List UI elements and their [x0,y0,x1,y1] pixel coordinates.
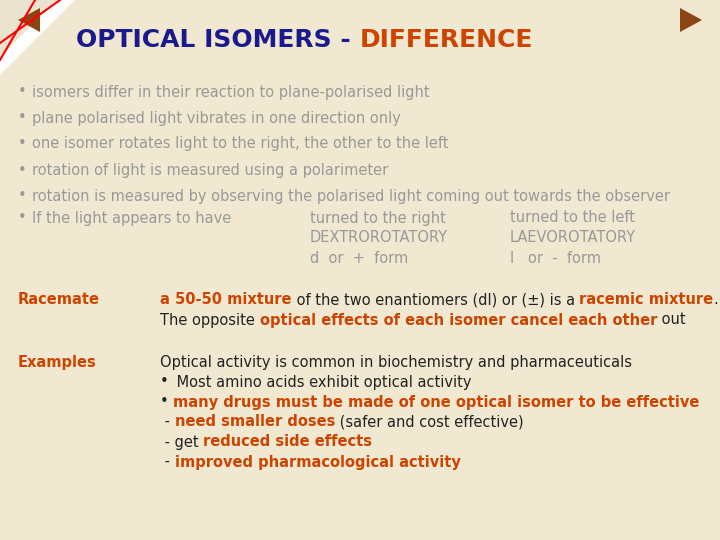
Text: d  or  +  form: d or + form [310,251,408,266]
Text: •: • [18,163,27,178]
Text: DEXTROROTATORY: DEXTROROTATORY [310,231,448,246]
Text: DIFFERENCE: DIFFERENCE [360,28,534,52]
Text: Optical activity is common in biochemistry and pharmaceuticals: Optical activity is common in biochemist… [160,354,632,369]
Text: of the two enantiomers (dl) or (±) is a: of the two enantiomers (dl) or (±) is a [292,293,580,307]
Text: - get: - get [160,435,203,449]
Polygon shape [18,8,40,32]
Text: need smaller doses: need smaller doses [175,415,335,429]
Text: .: . [714,293,718,307]
Text: plane polarised light vibrates in one direction only: plane polarised light vibrates in one di… [32,111,401,125]
Text: •: • [18,188,27,204]
Text: racemic mixture: racemic mixture [580,293,714,307]
Text: many drugs must be made of one optical isomer to be effective: many drugs must be made of one optical i… [174,395,700,409]
Text: isomers differ in their reaction to plane-polarised light: isomers differ in their reaction to plan… [32,84,430,99]
Text: rotation of light is measured using a polarimeter: rotation of light is measured using a po… [32,163,388,178]
Text: •: • [18,84,27,99]
Text: Racemate: Racemate [18,293,100,307]
Polygon shape [0,0,57,57]
Text: improved pharmacological activity: improved pharmacological activity [175,455,461,469]
Text: optical effects of each isomer cancel each other: optical effects of each isomer cancel ea… [259,313,657,327]
Polygon shape [0,0,75,75]
Text: •: • [18,137,27,152]
Text: OPTICAL ISOMERS -: OPTICAL ISOMERS - [76,28,360,52]
Text: Most amino acids exhibit optical activity: Most amino acids exhibit optical activit… [172,375,472,389]
Text: reduced side effects: reduced side effects [203,435,372,449]
Polygon shape [680,8,702,32]
Text: out: out [657,313,685,327]
Text: turned to the right: turned to the right [310,211,446,226]
Text: •: • [18,211,27,226]
Text: -: - [160,415,175,429]
Text: rotation is measured by observing the polarised light coming out towards the obs: rotation is measured by observing the po… [32,188,670,204]
Text: LAEVOROTATORY: LAEVOROTATORY [510,231,636,246]
Text: •: • [18,111,27,125]
Text: (safer and cost effective): (safer and cost effective) [335,415,523,429]
Text: •: • [160,375,168,389]
Text: -: - [160,455,175,469]
Text: l   or  -  form: l or - form [510,251,601,266]
Text: •: • [160,395,174,409]
Text: The opposite: The opposite [160,313,259,327]
Text: a 50-50 mixture: a 50-50 mixture [160,293,292,307]
Text: Examples: Examples [18,354,96,369]
Text: If the light appears to have: If the light appears to have [32,211,231,226]
Text: one isomer rotates light to the right, the other to the left: one isomer rotates light to the right, t… [32,137,449,152]
Text: turned to the left: turned to the left [510,211,635,226]
